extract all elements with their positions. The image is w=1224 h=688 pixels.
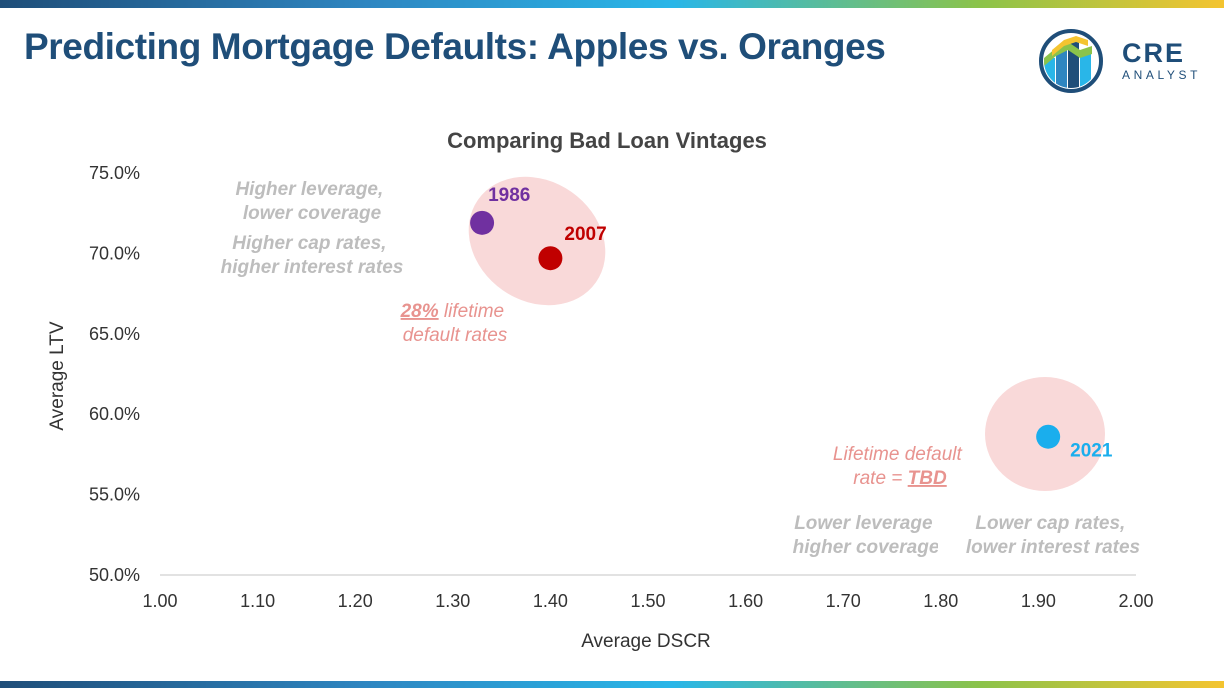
x-tick-label: 1.90 [1021,591,1056,611]
y-tick-label: 65.0% [89,324,140,344]
x-tick-label: 1.70 [826,591,861,611]
y-tick-label: 55.0% [89,485,140,505]
y-tick-label: 60.0% [89,404,140,424]
top-accent-bar [0,0,1224,8]
data-point-2021 [1036,424,1061,449]
annotation-28-percent-default: 28% lifetime default rates [400,301,510,346]
annotation-line: Higher cap rates, [232,233,386,254]
x-tick-labels: 1.00 1.10 1.20 1.30 1.40 1.50 1.60 1.70 1.80 1.90… [142,591,1153,611]
data-point-1986 [470,210,495,235]
annotation-line: Higher leverage, [235,179,383,200]
annotation-emphasis: 28% [400,301,439,322]
x-tick-label: 1.30 [435,591,470,611]
data-point-2007 [538,246,563,271]
annotation-line: higher coverage [793,537,940,558]
annotation-text: lifetime [439,301,504,322]
logo-subtitle: ANALYST [1122,68,1201,82]
logo-wordmark: CRE [1122,38,1186,68]
x-tick-label: 1.50 [630,591,665,611]
annotation-emphasis: TBD [908,468,947,489]
data-label-2021: 2021 [1070,441,1113,462]
x-axis-label: Average DSCR [581,631,711,652]
annotation-line: 28% lifetime [400,301,505,322]
x-tick-label: 1.00 [142,591,177,611]
annotation-line: rate = TBD [853,468,947,489]
annotation-lifetime-default-tbd: Lifetime default rate = TBD [833,444,967,489]
annotation-lower-leverage: Lower leverage higher coverage [793,513,940,558]
x-tick-label: 1.20 [338,591,373,611]
x-tick-label: 1.60 [728,591,763,611]
data-label-2007: 2007 [564,224,606,245]
annotation-line: lower coverage [243,203,382,224]
annotation-higher-leverage: Higher leverage, lower coverage [235,179,388,224]
annotation-lower-cap-rates: Lower cap rates, lower interest rates [966,513,1140,558]
annotation-text: rate = [853,468,907,489]
annotation-line: Lower cap rates, [975,513,1125,534]
data-label-1986: 1986 [488,185,530,206]
annotation-line: Lifetime default [833,444,963,465]
annotation-higher-cap-rates: Higher cap rates, higher interest rates [221,233,404,278]
cre-analyst-logo: CRE ANALYST [1038,28,1218,94]
x-tick-label: 1.80 [923,591,958,611]
y-tick-label: 75.0% [89,163,140,183]
y-axis-label: Average LTV [47,321,68,430]
y-tick-label: 70.0% [89,243,140,263]
annotation-line: Lower leverage [794,513,933,534]
bubble-1986-2007 [468,176,606,306]
x-tick-label: 2.00 [1118,591,1153,611]
annotation-line: default rates [403,325,508,346]
y-tick-label: 50.0% [89,565,140,585]
page-title: Predicting Mortgage Defaults: Apples vs.… [24,26,886,67]
logo-mark-icon [1039,29,1103,93]
x-tick-label: 1.40 [533,591,568,611]
annotation-line: higher interest rates [221,257,404,278]
x-tick-label: 1.10 [240,591,275,611]
y-tick-labels: 50.0% 55.0% 60.0% 65.0% 70.0% 75.0% [89,163,140,585]
annotation-line: lower interest rates [966,537,1140,558]
chart-title: Comparing Bad Loan Vintages [447,128,767,153]
bottom-accent-bar [0,681,1224,688]
